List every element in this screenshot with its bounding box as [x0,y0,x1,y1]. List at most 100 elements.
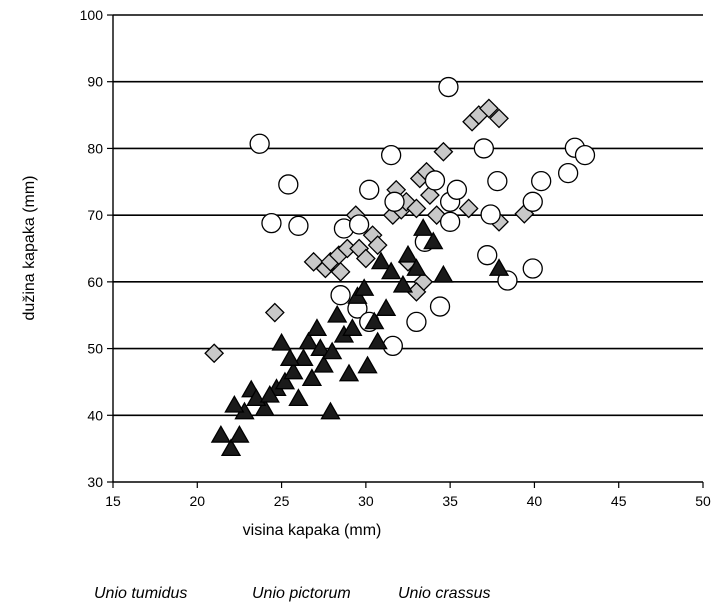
data-point [342,318,363,336]
data-point [406,258,427,276]
data-point [330,261,351,282]
data-point [310,338,331,356]
data-point [327,304,348,323]
axes [107,14,704,488]
data-point [322,341,343,360]
data-point [298,331,319,350]
data-points [204,76,596,457]
data-point [478,98,499,119]
data-point [446,179,468,200]
data-point [274,371,296,390]
x-tick-label: 30 [358,493,374,509]
data-point [288,388,309,407]
data-point [313,354,334,373]
data-point [330,285,351,306]
data-point [229,424,250,443]
data-point [204,343,225,364]
y-tick-label: 90 [87,74,103,90]
data-point [406,198,427,219]
data-point [557,162,579,184]
data-point [406,311,427,333]
data-point [359,179,380,200]
y-tick-label: 60 [87,274,103,290]
data-point [392,274,414,293]
data-point [473,138,495,159]
data-point [487,170,508,192]
data-point [375,298,397,316]
data-point [424,170,446,191]
data-point [384,191,405,212]
data-point [354,278,375,296]
data-point [278,174,299,195]
data-point [259,384,280,403]
legend-item-unio-pictorum: Unio pictorum [252,585,351,602]
data-point [429,296,451,317]
x-tick-label: 45 [611,493,627,509]
data-point [419,185,440,206]
series-unio-pictorum [249,76,596,357]
x-tick-label: 15 [105,493,121,509]
data-point [224,394,245,413]
data-point [279,348,301,366]
data-point [531,170,552,192]
data-point [220,438,242,457]
series-unio-crassus [210,218,510,457]
x-tick-label: 25 [274,493,290,509]
data-point [261,212,282,234]
x-tick-label: 40 [527,493,543,509]
data-point [320,401,341,420]
data-point [413,218,434,236]
data-point [488,258,510,276]
x-tick-label: 50 [695,493,711,509]
y-tick-label: 40 [87,407,103,423]
data-point [301,368,323,386]
data-point [357,355,378,374]
legend-item-unio-tumidus: Unio tumidus [94,585,188,602]
data-point [210,424,232,443]
data-point [439,211,461,232]
data-point [438,76,459,98]
data-point [433,264,454,283]
data-point [355,248,376,269]
data-point [364,311,385,330]
y-axis-label: dužina kapaka (mm) [21,176,38,321]
data-point [522,191,543,212]
data-point [380,144,402,166]
data-point [370,251,392,270]
legend-item-unio-crassus: Unio crassus [398,585,491,602]
data-point [477,245,498,266]
y-tick-label: 100 [80,7,104,23]
data-point [522,258,543,279]
data-point [423,231,444,250]
data-point [288,215,309,236]
x-tick-label: 35 [442,493,458,509]
data-point [283,361,304,380]
data-point [480,204,501,225]
y-tick-label: 80 [87,140,103,156]
data-point [367,235,388,256]
y-tick-label: 30 [87,474,103,490]
y-tick-label: 50 [87,341,103,357]
data-point [249,133,270,154]
data-point [264,302,285,323]
data-point [271,332,292,351]
y-tick-label: 70 [87,207,103,223]
tick-labels: 30 40 50 60 70 80 90 100 15 20 25 30 35 40 45 50 [80,7,711,509]
data-point [254,398,275,417]
data-point [367,331,388,350]
data-point [338,363,360,382]
data-point [348,214,370,235]
data-point [381,261,402,280]
data-point [489,108,509,129]
data-point [458,198,479,219]
x-tick-label: 20 [189,493,205,509]
data-point [293,348,314,366]
x-axis-label: visina kapaka (mm) [243,522,382,539]
data-point [382,335,403,357]
gridlines [113,14,703,417]
data-point [397,244,419,263]
data-point [433,141,454,162]
data-point [574,144,596,166]
data-point [306,318,328,336]
